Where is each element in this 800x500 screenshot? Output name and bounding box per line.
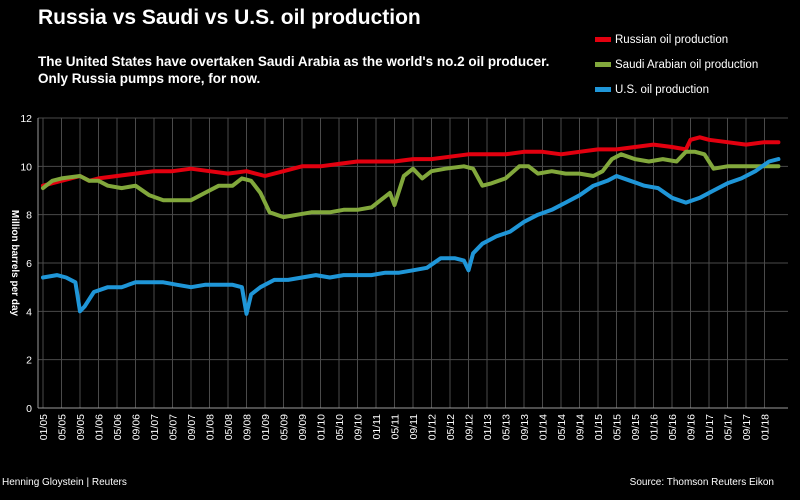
- y-tick-label: 10: [20, 161, 32, 173]
- x-tick-label: 09/17: [741, 414, 753, 440]
- x-tick-label: 09/08: [242, 414, 254, 440]
- series-line-saudi: [41, 149, 781, 220]
- legend-label-us: U.S. oil production: [615, 83, 709, 96]
- y-tick-label: 4: [26, 306, 32, 318]
- legend-label-russia: Russian oil production: [615, 33, 729, 46]
- x-tick-label: 09/05: [75, 414, 87, 440]
- x-tick-label: 09/09: [297, 414, 309, 440]
- x-tick-label: 01/06: [94, 414, 106, 440]
- x-tick-label: 05/09: [279, 414, 291, 440]
- x-tick-label: 01/15: [593, 414, 605, 440]
- legend-item-russia: Russian oil production: [595, 27, 758, 52]
- x-tick-label: 01/12: [427, 414, 439, 440]
- y-axis-label: Million barrels per day: [9, 210, 20, 317]
- legend: Russian oil production Saudi Arabian oil…: [595, 27, 758, 102]
- x-tick-label: 01/14: [538, 414, 550, 440]
- x-tick-label: 05/14: [556, 414, 568, 440]
- x-tick-label: 01/11: [371, 414, 383, 440]
- x-tick-label: 01/09: [260, 414, 272, 440]
- x-tick-label: 05/08: [223, 414, 235, 440]
- x-tick-label: 09/14: [575, 414, 587, 440]
- x-tick-label: 09/16: [686, 414, 698, 440]
- x-tick-label: 09/12: [464, 414, 476, 440]
- x-tick-label: 01/13: [482, 414, 494, 440]
- x-tick-label: 05/10: [334, 414, 346, 440]
- y-tick-label: 0: [26, 403, 32, 415]
- legend-swatch-russia: [595, 37, 611, 42]
- y-tick-label: 12: [20, 113, 32, 125]
- x-tick-label: 05/15: [612, 414, 624, 440]
- x-tick-label: 01/08: [205, 414, 217, 440]
- chart-title: Russia vs Saudi vs U.S. oil production: [38, 6, 421, 29]
- x-tick-label: 09/13: [519, 414, 531, 440]
- x-tick-label: 05/06: [112, 414, 124, 440]
- x-tick-label: 05/05: [57, 414, 69, 440]
- y-tick-label: 2: [26, 355, 32, 367]
- x-tick-label: 05/17: [723, 414, 735, 440]
- x-tick-label: 09/15: [630, 414, 642, 440]
- legend-swatch-saudi: [595, 62, 611, 67]
- x-tick-label: 05/12: [445, 414, 457, 440]
- x-tick-label: 05/13: [501, 414, 513, 440]
- series-line-us: [41, 157, 781, 316]
- series-line-russia: [41, 135, 781, 188]
- legend-item-saudi: Saudi Arabian oil production: [595, 52, 758, 77]
- x-tick-label: 09/06: [131, 414, 143, 440]
- y-tick-label: 6: [26, 258, 32, 270]
- x-tick-label: 01/07: [149, 414, 161, 440]
- x-tick-label: 01/16: [649, 414, 661, 440]
- axes: 0 2 4 6 8 10 12 01/05 05/05 09/05 01/06 05/06 09/06 0…: [20, 113, 788, 440]
- x-tick-label: 09/11: [408, 414, 420, 440]
- x-tick-label: 09/10: [353, 414, 365, 440]
- series-lines: [41, 135, 781, 316]
- x-tick-label: 09/07: [186, 414, 198, 440]
- x-tick-label: 01/05: [38, 414, 50, 440]
- x-tick-label: 05/16: [667, 414, 679, 440]
- x-tick-label: 05/11: [390, 414, 402, 440]
- x-tick-label: 01/10: [316, 414, 328, 440]
- credit-text: Henning Gloystein | Reuters: [2, 477, 127, 488]
- legend-label-saudi: Saudi Arabian oil production: [615, 58, 759, 71]
- x-tick-label: 05/07: [168, 414, 180, 440]
- x-tick-label: 01/17: [704, 414, 716, 440]
- y-tick-label: 8: [26, 210, 32, 222]
- legend-swatch-us: [595, 87, 611, 92]
- chart-subtitle: The United States have overtaken Saudi A…: [38, 54, 550, 86]
- x-tick-label: 01/18: [760, 414, 772, 440]
- legend-item-us: U.S. oil production: [595, 77, 758, 102]
- source-text: Source: Thomson Reuters Eikon: [629, 477, 774, 488]
